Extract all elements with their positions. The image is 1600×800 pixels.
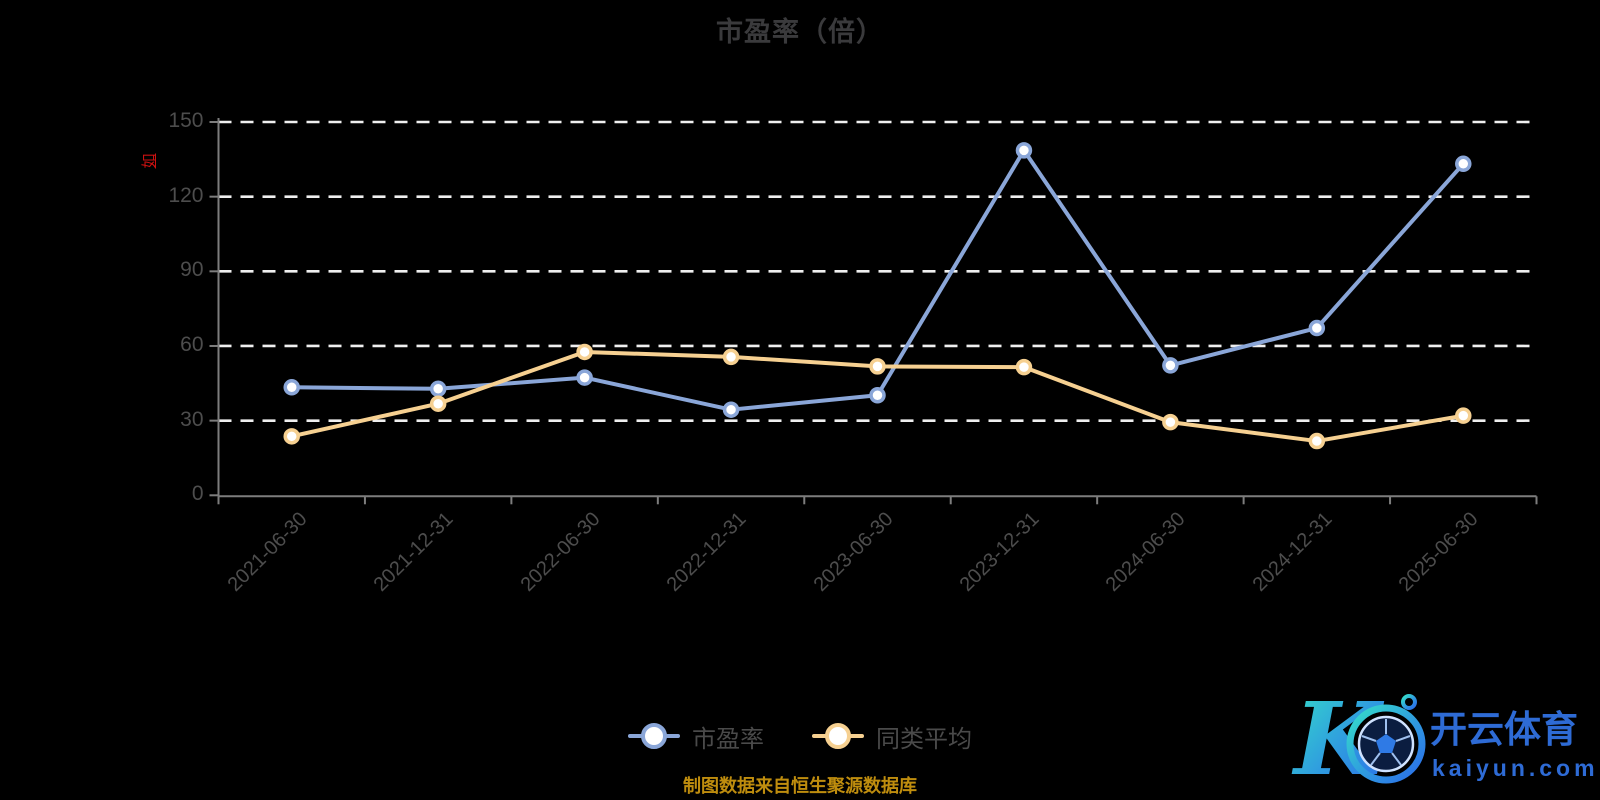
data-point-s0-2024-06-30[interactable]: [1162, 357, 1179, 374]
y-axis-label-90: 90: [180, 258, 204, 282]
data-point-s0-2025-06-30[interactable]: [1455, 155, 1472, 173]
data-point-s1-2021-12-31[interactable]: [429, 395, 447, 412]
legend-label-pe-ratio: 市盈率: [692, 725, 764, 753]
data-point-s1-2024-06-30[interactable]: [1162, 413, 1179, 431]
data-point-s0-2022-12-31[interactable]: [722, 401, 740, 418]
swirl-curl-icon: [1401, 694, 1417, 710]
legend-label-category-average: 同类平均: [876, 725, 972, 753]
pe-series-marker-icon: [628, 723, 680, 749]
data-point-s1-2023-12-31[interactable]: [1015, 358, 1033, 376]
data-point-s1-2023-06-30[interactable]: [869, 358, 886, 375]
legend-item-category-average[interactable]: 同类平均: [812, 719, 972, 754]
data-point-s1-2022-06-30[interactable]: [576, 343, 593, 361]
data-point-s0-2021-06-30[interactable]: [283, 379, 300, 396]
swirl-ring-icon: [1346, 704, 1426, 784]
data-point-s1-2021-06-30[interactable]: [283, 428, 300, 445]
data-point-s0-2023-12-31[interactable]: [1015, 142, 1033, 159]
kaiyun-watermark-logo: K 开云体育 kaiyun.com: [1291, 680, 1599, 796]
chart-legend: 市盈率 同类平均: [0, 710, 1600, 762]
y-axis-label-150: 150: [168, 109, 204, 132]
soccer-ball-icon: [1357, 715, 1415, 773]
page-title: 市盈率（倍）: [716, 17, 884, 47]
watermark-domain-text: kaiyun.com: [1432, 755, 1599, 781]
data-point-s0-2023-06-30[interactable]: [869, 387, 886, 404]
data-point-s1-2025-06-30[interactable]: [1455, 407, 1472, 424]
y-axis-label-0: 0: [191, 482, 204, 506]
data-point-s1-2022-12-31[interactable]: [722, 348, 740, 366]
y-axis-label-120: 120: [168, 183, 204, 207]
data-point-s1-2024-12-31[interactable]: [1308, 432, 1326, 450]
data-point-s0-2021-12-31[interactable]: [429, 380, 447, 398]
data-point-s0-2024-12-31[interactable]: [1308, 319, 1326, 337]
data-point-s0-2022-06-30[interactable]: [576, 369, 593, 386]
watermark-brand-text: 开云体育: [1430, 709, 1578, 750]
source-note: 制图数据来自恒生聚源数据库: [683, 776, 917, 796]
legend-item-pe-ratio[interactable]: 市盈率: [628, 719, 764, 754]
y-axis-label-60: 60: [180, 332, 204, 356]
k-letter-mark: K: [1291, 680, 1426, 796]
average-series-marker-icon: [812, 723, 864, 749]
y-axis-label-30: 30: [180, 407, 204, 431]
